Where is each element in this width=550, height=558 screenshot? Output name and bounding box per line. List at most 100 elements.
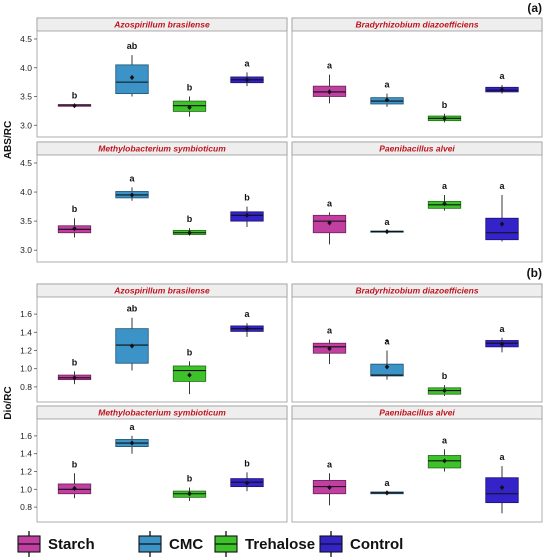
mean-marker: [499, 87, 505, 93]
y-tick-label: 0.8: [20, 382, 32, 392]
panel-4: Paenibacillus alvei a a a a: [291, 141, 543, 263]
panel-title: Bradyrhizobium diazoefficiens: [355, 286, 478, 296]
significance-letter: b: [442, 371, 448, 381]
legend-label: Starch: [48, 536, 95, 553]
y-tick-label: 4.5: [20, 158, 32, 168]
significance-letter: a: [442, 181, 448, 191]
mean-marker: [442, 387, 447, 394]
box-control: a: [485, 324, 519, 353]
y-tick-label: 1.0: [20, 364, 32, 374]
panel-header: [36, 405, 288, 420]
panel-title: Paenibacillus alvei: [379, 144, 455, 154]
legend-label: Control: [350, 536, 403, 553]
box-trehalose: b: [427, 100, 462, 123]
significance-letter: b: [442, 100, 448, 110]
box-starch: b: [57, 91, 92, 109]
y-tick-label: 3.0: [20, 245, 32, 255]
significance-letter: b: [72, 357, 78, 367]
panel-8: Paenibacillus alvei a a a a: [291, 405, 543, 523]
panel-title: Azospirillum brasilense: [113, 286, 210, 296]
significance-letter: a: [384, 478, 390, 488]
box-cmc: a: [370, 80, 404, 107]
legend: Starch CMC Trehalose Control: [17, 531, 403, 557]
mean-marker: [72, 226, 77, 232]
mean-marker: [499, 484, 505, 491]
box-control: b: [230, 193, 264, 227]
significance-letter: ab: [127, 41, 138, 51]
box-starch: b: [57, 459, 92, 499]
mean-marker: [187, 230, 192, 236]
legend-label: CMC: [169, 536, 203, 553]
panel-frame: [36, 141, 288, 263]
y-tick-label: 1.0: [20, 484, 32, 494]
panel-header: [291, 405, 543, 420]
significance-letter: b: [244, 458, 250, 468]
panel-tags-layer: (a) (b): [527, 1, 542, 280]
mean-marker: [244, 326, 250, 332]
panel-title: Methylobacterium symbioticum: [98, 144, 226, 154]
y-tick-label: 3.5: [20, 92, 32, 102]
box-cmc: a: [115, 173, 149, 201]
mean-marker: [327, 220, 332, 226]
y-axis-title: Dio/RC: [3, 386, 14, 419]
box-trehalose: b: [172, 83, 207, 117]
panel-frame: [36, 405, 288, 523]
significance-letter: a: [499, 452, 505, 462]
section-tag-a: (a): [527, 1, 542, 15]
mean-marker: [129, 343, 135, 349]
box-trehalose: a: [427, 435, 462, 472]
mean-marker: [244, 480, 250, 486]
y-tick-label: 4.0: [20, 187, 32, 197]
box-starch: a: [312, 326, 347, 365]
box-cmc: a: [115, 422, 149, 454]
panel-header: [291, 283, 543, 298]
box-cmc: ab: [115, 41, 149, 97]
panel-title: Bradyrhizobium diazoefficiens: [355, 20, 478, 30]
significance-letter: b: [187, 83, 193, 93]
box-trehalose: b: [172, 474, 207, 501]
panel-header: [36, 17, 288, 32]
y-tick-label: 1.4: [20, 449, 32, 459]
significance-letter: a: [129, 422, 135, 432]
mean-marker: [244, 212, 250, 218]
panel-header: [291, 141, 543, 156]
significance-letter: a: [244, 58, 250, 68]
y-tick-label: 4.5: [20, 34, 32, 44]
legend-label: Trehalose: [245, 536, 315, 553]
mean-marker: [499, 341, 505, 347]
significance-letter: b: [187, 474, 193, 484]
panel-header: [36, 141, 288, 156]
y-tick-label: 1.6: [20, 309, 32, 319]
outlier-point: [385, 339, 389, 342]
section-tag-b: (b): [527, 266, 542, 280]
box-control: b: [230, 458, 264, 492]
y-tick-label: 1.2: [20, 346, 32, 356]
mean-marker: [384, 97, 390, 103]
mean-marker: [187, 372, 192, 378]
box-trehalose: b: [172, 347, 207, 395]
mean-marker: [442, 458, 447, 464]
box-starch: a: [312, 459, 347, 506]
y-axis-title: ABS/RC: [3, 121, 14, 159]
box-control: a: [485, 71, 519, 94]
y-tick-label: 1.4: [20, 327, 32, 337]
mean-marker: [384, 364, 390, 370]
legend-item-trehalose: Trehalose: [214, 531, 315, 557]
box-cmc: ab: [115, 304, 149, 371]
significance-letter: b: [72, 459, 78, 469]
y-tick-label: 3.0: [20, 120, 32, 130]
y-tick-label: 1.2: [20, 467, 32, 477]
panel-frame: [291, 17, 543, 138]
y-tick-label: 0.8: [20, 502, 32, 512]
box-control: a: [230, 309, 264, 337]
panel-header: [291, 17, 543, 32]
mean-marker: [129, 74, 135, 81]
mean-marker: [327, 346, 332, 352]
box-control: a: [485, 181, 519, 242]
panel-frame: [291, 141, 543, 263]
significance-letter: a: [442, 435, 448, 445]
panel-title: Paenibacillus alvei: [379, 408, 455, 418]
box-trehalose: b: [427, 371, 462, 396]
significance-letter: ab: [127, 304, 138, 314]
y-tick-label: 3.5: [20, 216, 32, 226]
